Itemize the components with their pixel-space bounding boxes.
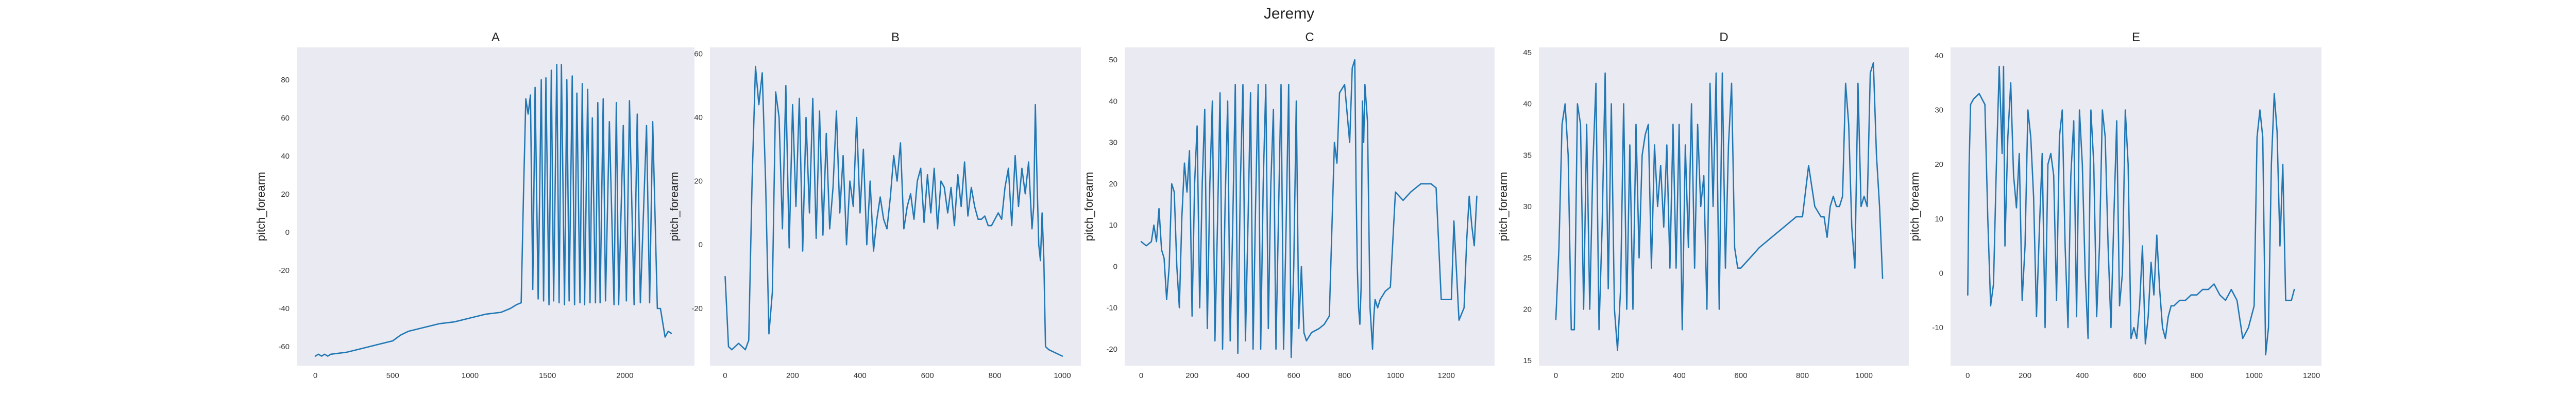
x-tick-label: 1000 <box>462 371 479 380</box>
y-tick-label: -60 <box>278 342 290 351</box>
x-tick-label: 1000 <box>1054 371 1071 380</box>
y-tick-label: 20 <box>1935 160 1943 169</box>
chart-title: C <box>1305 30 1314 44</box>
x-tick-label: 0 <box>1965 371 1970 380</box>
y-tick-label: 40 <box>1523 100 1532 109</box>
y-tick-label: -20 <box>278 266 290 275</box>
series-line-1 <box>1140 59 1478 358</box>
y-tick-label: 40 <box>694 113 703 122</box>
y-tick-label: 35 <box>1523 151 1532 160</box>
y-tick-label: 20 <box>281 190 290 199</box>
series-line-1 <box>314 64 672 357</box>
y-tick-label: 0 <box>285 228 290 237</box>
x-tick-label: 200 <box>786 371 799 380</box>
x-tick-label: 600 <box>921 371 934 380</box>
x-tick-label: 1200 <box>1438 371 1455 380</box>
x-tick-label: 800 <box>1338 371 1351 380</box>
y-tick-label: 10 <box>1109 221 1117 230</box>
x-tick-label: 800 <box>1796 371 1809 380</box>
chart-title: E <box>2132 30 2140 44</box>
series-line-1 <box>1555 62 1884 351</box>
y-tick-label: 50 <box>1109 56 1117 64</box>
x-tick-label: 500 <box>386 371 399 380</box>
x-tick-label: 800 <box>2191 371 2204 380</box>
y-tick-label: 0 <box>1939 269 1943 278</box>
x-tick-label: 0 <box>1554 371 1558 380</box>
x-tick-label: 400 <box>1673 371 1686 380</box>
x-tick-label: 400 <box>1236 371 1249 380</box>
plot-area <box>1951 47 2321 366</box>
series-line-1 <box>724 65 1063 357</box>
y-tick-label: -40 <box>278 304 290 313</box>
y-tick-label: 60 <box>694 49 703 58</box>
y-tick-label: 30 <box>1935 106 1943 114</box>
y-tick-label: 25 <box>1523 254 1532 263</box>
y-tick-label: 40 <box>1935 52 1943 60</box>
y-tick-label: 40 <box>281 152 290 161</box>
figure-suptitle: Jeremy <box>1264 5 1314 22</box>
chart-title: B <box>891 30 900 44</box>
x-tick-label: 0 <box>1139 371 1143 380</box>
y-tick-label: 0 <box>1113 262 1117 271</box>
y-axis-label: pitch_forearm <box>668 172 681 242</box>
x-tick-label: 1500 <box>539 371 556 380</box>
x-tick-label: 1000 <box>1387 371 1404 380</box>
y-tick-label: 20 <box>694 177 703 186</box>
y-tick-label: 20 <box>1109 180 1117 188</box>
y-tick-label: 20 <box>1523 305 1532 314</box>
y-tick-label: 45 <box>1523 48 1532 57</box>
y-tick-label: 30 <box>1523 202 1532 211</box>
y-tick-label: -10 <box>1932 323 1943 332</box>
y-tick-label: 0 <box>699 241 703 249</box>
x-tick-label: 400 <box>854 371 867 380</box>
y-tick-label: 40 <box>1109 97 1117 106</box>
x-tick-label: 0 <box>723 371 727 380</box>
x-tick-label: 200 <box>1185 371 1198 380</box>
x-tick-label: 600 <box>1287 371 1300 380</box>
x-tick-label: 600 <box>2133 371 2146 380</box>
x-tick-label: 1000 <box>1856 371 1873 380</box>
x-tick-label: 400 <box>2076 371 2089 380</box>
y-tick-label: -20 <box>1106 345 1117 354</box>
x-tick-label: 800 <box>989 371 1002 380</box>
plot-area <box>297 47 694 366</box>
x-tick-label: 200 <box>1611 371 1624 380</box>
y-tick-label: 30 <box>1109 139 1117 147</box>
x-tick-label: 0 <box>313 371 317 380</box>
plot-area <box>1125 47 1495 366</box>
x-tick-label: 1200 <box>2303 371 2320 380</box>
y-tick-label: 10 <box>1935 215 1943 224</box>
x-tick-label: 2000 <box>616 371 633 380</box>
series-line-1 <box>1967 65 2295 356</box>
y-tick-label: -20 <box>691 304 703 313</box>
y-axis-label: pitch_forearm <box>255 172 267 242</box>
x-tick-label: 600 <box>1734 371 1747 380</box>
y-axis-label: pitch_forearm <box>1908 172 1921 242</box>
x-tick-label: 1000 <box>2246 371 2263 380</box>
y-tick-label: 80 <box>281 76 290 84</box>
y-tick-label: -10 <box>1106 304 1117 313</box>
y-axis-label: pitch_forearm <box>1497 172 1510 242</box>
y-tick-label: 15 <box>1523 356 1532 365</box>
chart-title: A <box>492 30 500 44</box>
x-tick-label: 200 <box>2019 371 2031 380</box>
y-axis-label: pitch_forearm <box>1082 172 1095 242</box>
chart-title: D <box>1719 30 1728 44</box>
y-tick-label: 60 <box>281 114 290 123</box>
